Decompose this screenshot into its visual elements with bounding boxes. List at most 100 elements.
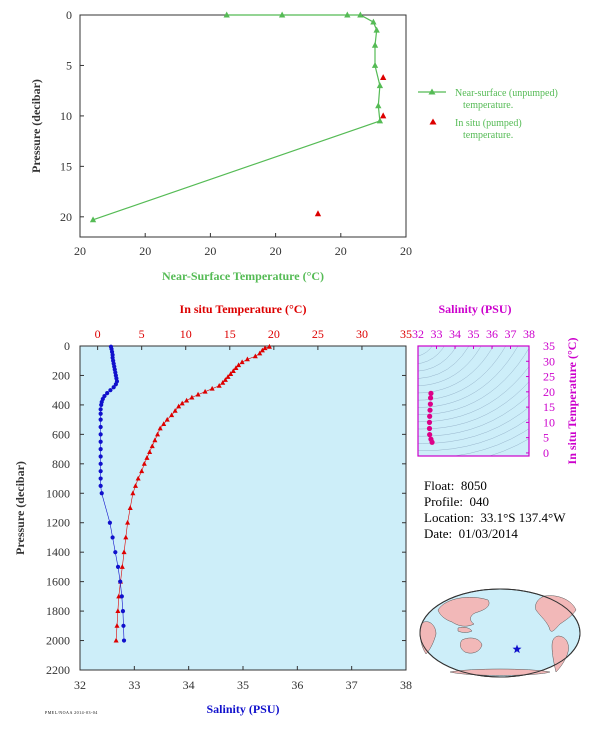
temperature-profile-marker bbox=[164, 416, 170, 422]
density-contour bbox=[418, 394, 529, 437]
legend-label-near-surface: Near-surface (unpumped) temperature. bbox=[455, 88, 558, 111]
land-south-america bbox=[551, 635, 569, 673]
in-situ-temperature-marker bbox=[380, 112, 387, 119]
temperature-profile-marker bbox=[195, 391, 201, 397]
salinity-profile-marker bbox=[108, 388, 113, 393]
density-contour bbox=[452, 428, 529, 456]
salinity-tick-label: 38 bbox=[400, 678, 412, 692]
salinity-tick-label: 34 bbox=[183, 678, 195, 692]
top-x-ticks: 20 20 20 20 20 20 bbox=[74, 233, 412, 258]
near-surface-temperature-chart: 20 20 20 20 20 20 0 5 10 15 20 Near-Surface Tempe… bbox=[29, 8, 558, 283]
pressure-tick-label: 200 bbox=[52, 368, 70, 382]
ts-temperature-tick-label: 0 bbox=[543, 446, 549, 460]
temperature-profile-marker bbox=[179, 400, 185, 406]
location-row: Location: 33.1°S 137.4°W bbox=[424, 510, 565, 526]
near-surface-temperature-marker bbox=[223, 11, 230, 18]
salinity-profile-marker bbox=[115, 564, 121, 570]
near-surface-temperature-line bbox=[92, 14, 381, 221]
in-situ-temperature-markers bbox=[314, 74, 387, 217]
ts-salinity-tick-label: 34 bbox=[449, 327, 461, 341]
near-surface-temperature-marker bbox=[371, 41, 379, 48]
salinity-axis-title: Salinity (PSU) bbox=[206, 702, 279, 716]
ts-marker bbox=[427, 395, 434, 401]
temperature-profile-marker bbox=[169, 412, 175, 418]
top-x-tick-label: 20 bbox=[400, 244, 412, 258]
profile-chart: 0 5 10 15 20 25 30 35 32 33 34 35 36 37 38 0 200 400 600… bbox=[13, 302, 412, 716]
ts-salinity-tick-label: 32 bbox=[412, 327, 424, 341]
near-surface-temperature-marker bbox=[357, 11, 364, 18]
pressure-axis-ticks: 0 200 400 600 800 1000 1200 1400 1600 1800 2000 220… bbox=[46, 339, 406, 677]
pressure-tick-label: 0 bbox=[64, 339, 70, 353]
temperature-profile-marker bbox=[262, 345, 268, 351]
density-contour bbox=[418, 346, 470, 379]
temperature-profile-marker bbox=[172, 408, 178, 413]
temperature-profile-marker bbox=[113, 637, 119, 643]
temperature-profile-marker bbox=[244, 356, 250, 362]
temperature-tick-label: 25 bbox=[312, 327, 324, 341]
temperature-profile-marker bbox=[189, 394, 195, 400]
temperature-profile-marker bbox=[157, 425, 163, 431]
float-info-panel: Float: 8050 Profile: 040 Location: 33.1°… bbox=[424, 478, 565, 542]
in-situ-temperature-marker bbox=[380, 74, 387, 81]
top-x-axis-label: Near-Surface Temperature (°C) bbox=[162, 269, 324, 283]
density-contour bbox=[418, 346, 445, 364]
temperature-profile-marker bbox=[220, 380, 226, 385]
ts-plot-area bbox=[418, 346, 529, 456]
ts-temperature-tick-label: 35 bbox=[543, 339, 555, 353]
ts-marker bbox=[426, 425, 433, 432]
temperature-profile-marker bbox=[184, 397, 190, 403]
salinity-profile-marker bbox=[98, 417, 103, 422]
near-surface-temperature-marker bbox=[370, 18, 377, 25]
density-contour bbox=[418, 346, 506, 401]
temperature-profile-marker bbox=[139, 468, 145, 474]
salinity-profile-marker bbox=[98, 483, 103, 489]
ts-marker bbox=[428, 390, 434, 396]
salinity-profile-marker bbox=[119, 594, 124, 599]
temperature-profile-marker bbox=[149, 443, 155, 449]
temperature-profile-marker bbox=[236, 362, 242, 368]
pressure-tick-label: 2000 bbox=[46, 634, 70, 648]
date-label: Date: bbox=[424, 526, 453, 541]
temperature-profile-marker bbox=[176, 403, 182, 409]
ts-temperature-tick-label: 20 bbox=[543, 385, 555, 399]
pressure-tick-label: 2200 bbox=[46, 663, 70, 677]
salinity-profile-marker bbox=[98, 461, 103, 466]
salinity-tick-label: 36 bbox=[291, 678, 303, 692]
temperature-profile-marker bbox=[144, 455, 150, 460]
temperature-tick-label: 5 bbox=[139, 327, 145, 341]
salinity-profile-marker bbox=[121, 638, 127, 643]
legend-marker-near-surface bbox=[428, 88, 436, 95]
salinity-profile-marker bbox=[118, 579, 123, 584]
pressure-tick-label: 600 bbox=[52, 427, 70, 441]
salinity-profile-marker bbox=[98, 432, 103, 437]
temperature-tick-label: 35 bbox=[400, 327, 412, 341]
temperature-profile-marker bbox=[161, 421, 167, 427]
ts-salinity-ticks: 32 33 34 35 36 37 38 bbox=[412, 327, 535, 349]
temperature-tick-label: 0 bbox=[95, 327, 101, 341]
temperature-profile-marker bbox=[114, 623, 120, 628]
salinity-profile-marker bbox=[111, 385, 116, 390]
salinity-profile-marker bbox=[98, 476, 103, 481]
near-surface-temperature-marker bbox=[373, 26, 380, 33]
map-land bbox=[419, 595, 577, 676]
top-y-tick-label: 10 bbox=[60, 109, 72, 123]
temperature-tick-label: 20 bbox=[268, 327, 280, 341]
legend-label-in-situ: In situ (pumped) temperature. bbox=[455, 118, 522, 141]
pressure-axis-title: Pressure (decibar) bbox=[13, 461, 27, 555]
temperature-profile-marker bbox=[233, 365, 239, 371]
density-contour bbox=[418, 346, 433, 357]
temperature-profile-marker bbox=[115, 608, 121, 614]
near-surface-temperature-marker bbox=[89, 216, 97, 223]
salinity-profile-marker bbox=[98, 469, 103, 474]
float-label: Float: bbox=[424, 478, 455, 493]
legend-label-near-surface-line2: temperature. bbox=[463, 100, 513, 111]
top-x-tick-label: 20 bbox=[270, 244, 282, 258]
top-y-tick-label: 20 bbox=[60, 210, 72, 224]
temperature-profile-marker bbox=[216, 382, 222, 388]
pressure-tick-label: 800 bbox=[52, 457, 70, 471]
density-contour bbox=[418, 406, 529, 444]
temperature-profile-marker bbox=[230, 368, 236, 373]
temperature-profile-marker bbox=[141, 461, 147, 466]
legend-label-in-situ-line1: In situ (pumped) bbox=[455, 118, 522, 129]
salinity-tick-label: 37 bbox=[346, 678, 358, 692]
